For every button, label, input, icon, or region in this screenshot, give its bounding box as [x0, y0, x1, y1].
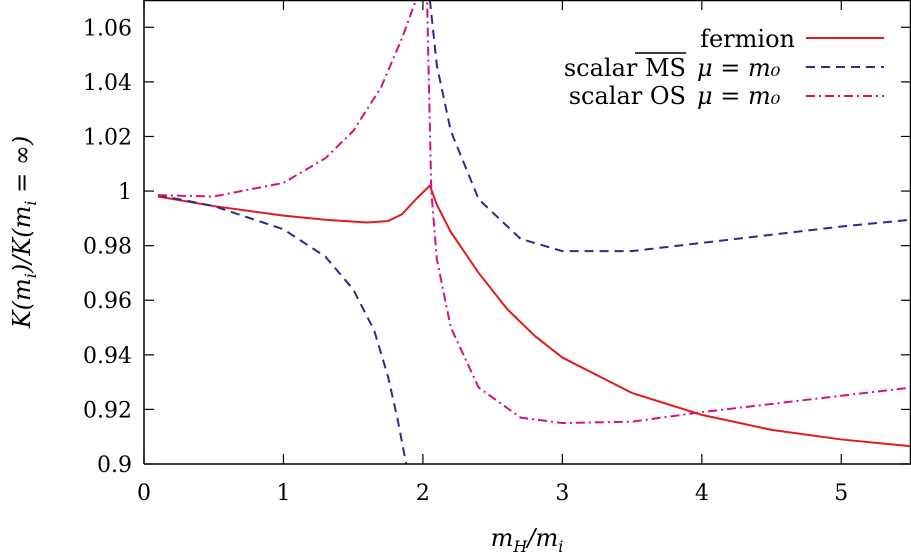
y-tick-labels: 0.9 0.92 0.94 0.96 0.98 1 1.02 1.04 1.06 [83, 16, 132, 478]
y-tick-label: 1 [118, 180, 132, 205]
legend-scalar-ms: scalar MS μ = m₀ [564, 52, 884, 82]
legend-scalar-os-label: scalar OS [569, 82, 686, 110]
x-tick-label: 1 [276, 481, 290, 506]
tick-marks [143, 0, 911, 465]
y-tick-label: 1.04 [83, 71, 132, 96]
y-axis-label-group: K(mi)/K(mi = ∞) [8, 136, 40, 330]
x-tick-label: 5 [834, 481, 848, 506]
legend-fermion-label: fermion [700, 25, 795, 53]
y-tick-label: 0.92 [83, 398, 132, 423]
x-tick-label: 2 [416, 481, 430, 506]
x-tick-label: 3 [555, 481, 569, 506]
y-tick-label: 0.98 [83, 235, 132, 260]
series-layer [157, 0, 911, 464]
series-line-1 [157, 194, 408, 464]
series-line-0 [157, 184, 911, 448]
y-tick-label: 1.06 [83, 16, 132, 41]
legend-scalar-os-mu: μ = m₀ [697, 82, 781, 110]
y-tick-label: 0.96 [83, 289, 132, 314]
y-tick-label: 0.94 [83, 344, 132, 369]
legend-scalar-os: scalar OS μ = m₀ [569, 82, 884, 110]
y-tick-label: 1.02 [83, 125, 132, 150]
x-tick-label: 4 [695, 481, 709, 506]
x-tick-labels: 0 1 2 3 4 5 [137, 481, 848, 506]
legend: fermion scalar MS μ = m₀ scalar OS μ = m… [520, 16, 890, 120]
y-tick-label: 0.9 [97, 453, 132, 478]
y-axis-label: K(mi)/K(mi = ∞) [8, 136, 40, 330]
x-tick-label: 0 [137, 481, 151, 506]
series-line-1 [428, 0, 911, 253]
legend-scalar-ms-label: scalar MS [564, 54, 686, 82]
series-line-2 [157, 0, 911, 425]
legend-scalar-ms-mu: μ = m₀ [697, 54, 781, 82]
x-axis-label: mH/mi [491, 524, 564, 556]
